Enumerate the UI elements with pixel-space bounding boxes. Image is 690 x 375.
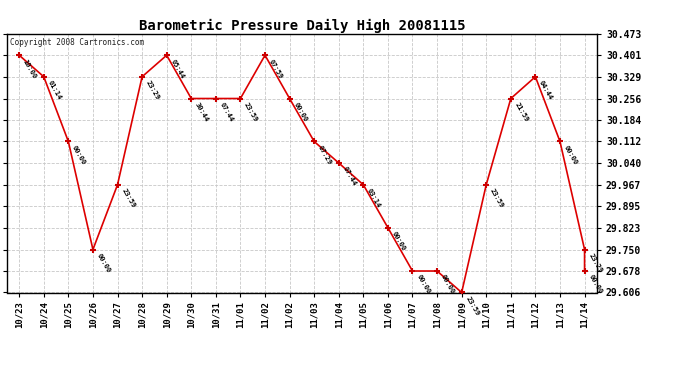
Text: 00:00: 00:00: [71, 144, 87, 166]
Text: Copyright 2008 Cartronics.com: Copyright 2008 Cartronics.com: [10, 38, 144, 46]
Text: 23:29: 23:29: [587, 252, 603, 274]
Text: 21:59: 21:59: [513, 101, 529, 123]
Text: 04:44: 04:44: [538, 80, 554, 101]
Text: 10:00: 10:00: [22, 58, 38, 80]
Text: 05:44: 05:44: [170, 58, 186, 80]
Title: Barometric Pressure Daily High 20081115: Barometric Pressure Daily High 20081115: [139, 18, 465, 33]
Text: 23:59: 23:59: [464, 295, 480, 316]
Text: 00:00: 00:00: [587, 274, 603, 295]
Text: 00:00: 00:00: [415, 274, 431, 295]
Text: 03:14: 03:14: [366, 188, 382, 209]
Text: 00:00: 00:00: [440, 274, 455, 295]
Text: 00:00: 00:00: [563, 144, 579, 166]
Text: 00:00: 00:00: [293, 101, 308, 123]
Text: 23:59: 23:59: [120, 188, 136, 209]
Text: 23:59: 23:59: [489, 188, 505, 209]
Text: 07:44: 07:44: [342, 166, 357, 187]
Text: 07:59: 07:59: [268, 58, 284, 80]
Text: 00:00: 00:00: [96, 252, 112, 274]
Text: 00:00: 00:00: [391, 231, 406, 252]
Text: 30:44: 30:44: [194, 101, 210, 123]
Text: 23:29: 23:29: [145, 80, 161, 101]
Text: 07:44: 07:44: [219, 101, 235, 123]
Text: 07:29: 07:29: [317, 144, 333, 166]
Text: 01:14: 01:14: [46, 80, 62, 101]
Text: 23:59: 23:59: [243, 101, 259, 123]
